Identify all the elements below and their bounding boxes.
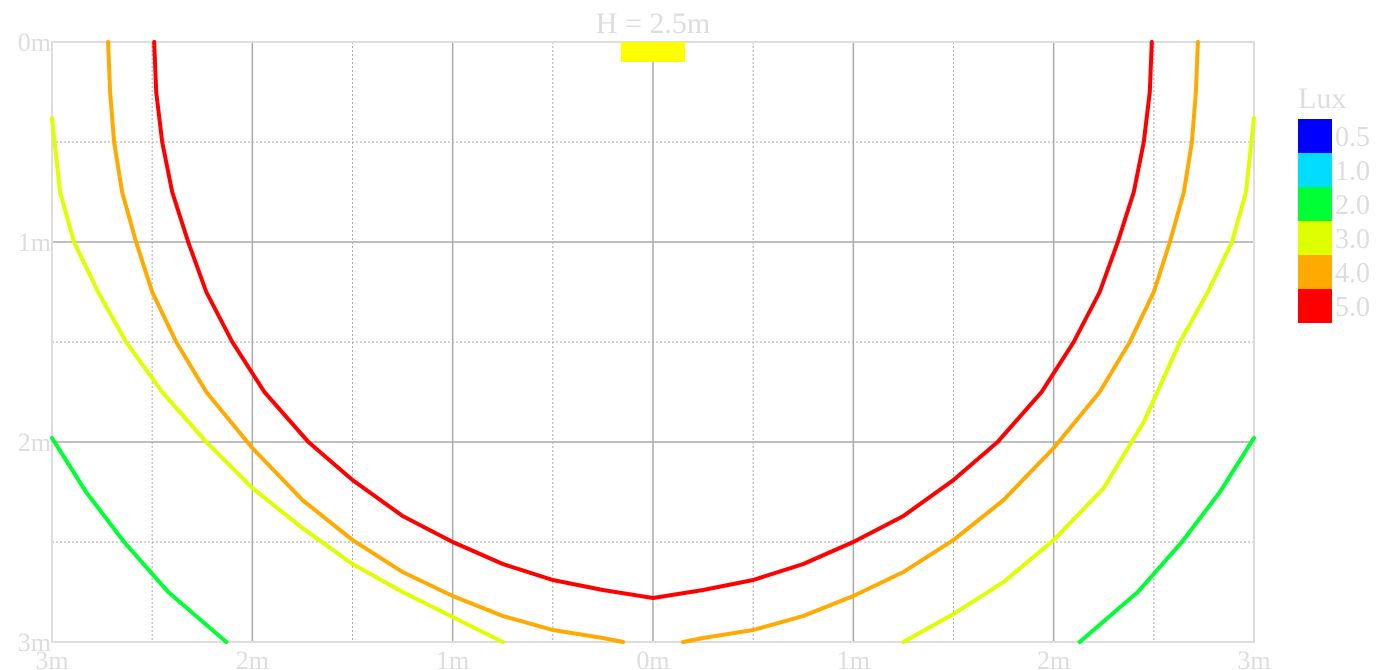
x-tick-label: 1m <box>837 646 870 670</box>
isolux-line-5-0-left <box>152 40 1154 600</box>
legend-label-0-5: 0.5 <box>1335 122 1370 153</box>
legend-swatch-0-5 <box>1298 119 1332 153</box>
x-tick-label: 2m <box>236 646 269 670</box>
x-tick-label: 2m <box>1037 646 1070 670</box>
isolux-line-2-0-right <box>1077 436 1256 644</box>
isolux-line-3-0-left <box>50 116 505 644</box>
legend-swatch-2-0 <box>1298 187 1332 221</box>
x-tick-label: 3m <box>35 646 68 670</box>
legend-label-2-0: 2.0 <box>1335 190 1370 221</box>
y-tick-label: 2m <box>18 428 51 457</box>
luminaire-marker <box>620 42 686 62</box>
isolux-line-3-0-right <box>901 116 1256 644</box>
legend-title: Lux <box>1298 82 1346 115</box>
y-tick-label: 3m <box>18 628 51 657</box>
legend-swatch-4-0 <box>1298 255 1332 289</box>
isolux-line-2-0-left <box>50 436 229 644</box>
chart-title: H = 2.5m <box>596 7 710 40</box>
series-layer <box>50 40 1256 644</box>
x-tick-label: 0m <box>636 646 669 670</box>
luminaire-layer <box>620 42 686 62</box>
y-tick-label: 0m <box>18 28 51 57</box>
isolux-line-4-0-left <box>106 40 625 644</box>
legend-label-1-0: 1.0 <box>1335 156 1370 187</box>
legend-swatch-1-0 <box>1298 153 1332 187</box>
legend-label-3-0: 3.0 <box>1335 224 1370 255</box>
x-tick-label: 3m <box>1237 646 1270 670</box>
tick-label-layer: 3m 2m 1m 0m 1m 2m 3m 0m 1m 2m 3m <box>18 28 1271 670</box>
legend-label-4-0: 4.0 <box>1335 258 1370 289</box>
legend-swatch-5-0 <box>1298 289 1332 323</box>
legend-swatch-3-0 <box>1298 221 1332 255</box>
isolux-line-4-0-right <box>681 40 1200 644</box>
legend: Lux 0.51.02.03.04.05.0 <box>1298 82 1370 323</box>
legend-label-5-0: 5.0 <box>1335 292 1370 323</box>
x-tick-label: 1m <box>436 646 469 670</box>
y-tick-label: 1m <box>18 228 51 257</box>
